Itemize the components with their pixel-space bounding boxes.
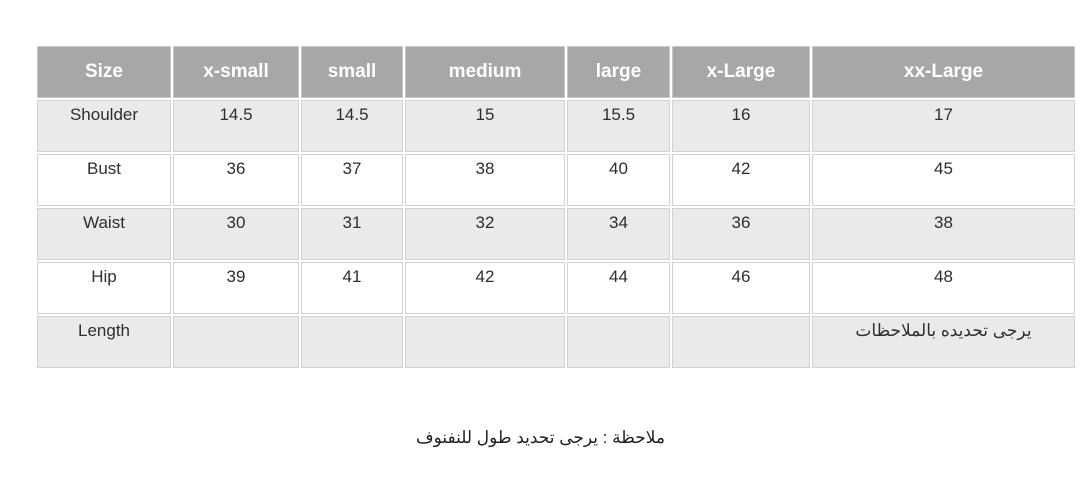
row-header-hip: Hip: [37, 262, 171, 314]
row-header-shoulder: Shoulder: [37, 100, 171, 152]
table-cell: 38: [812, 208, 1075, 260]
table-row-bust: Bust 36 37 38 40 42 45: [37, 154, 1075, 206]
table-cell: 34: [567, 208, 670, 260]
table-cell: 39: [173, 262, 299, 314]
table-cell: [301, 316, 403, 368]
table-row-hip: Hip 39 41 42 44 46 48: [37, 262, 1075, 314]
table-cell: 16: [672, 100, 810, 152]
table-cell: 42: [672, 154, 810, 206]
table-cell: [672, 316, 810, 368]
table-cell: 31: [301, 208, 403, 260]
table-cell: 32: [405, 208, 565, 260]
table-cell: 46: [672, 262, 810, 314]
table-row-length: Length يرجى تحديده بالملاحظات: [37, 316, 1075, 368]
row-header-bust: Bust: [37, 154, 171, 206]
table-cell: 17: [812, 100, 1075, 152]
table-cell: 40: [567, 154, 670, 206]
table-cell: 42: [405, 262, 565, 314]
row-header-length: Length: [37, 316, 171, 368]
note-text: ملاحظة : يرجى تحديد طول للنفنوف: [416, 428, 665, 447]
length-note-cell: يرجى تحديده بالملاحظات: [812, 316, 1075, 368]
table-cell: [405, 316, 565, 368]
row-header-waist: Waist: [37, 208, 171, 260]
column-header-x-small: x-small: [173, 46, 299, 98]
table-row-shoulder: Shoulder 14.5 14.5 15 15.5 16 17: [37, 100, 1075, 152]
table-cell: 48: [812, 262, 1075, 314]
table-cell: 38: [405, 154, 565, 206]
column-header-xx-large: xx-Large: [812, 46, 1075, 98]
column-header-x-large: x-Large: [672, 46, 810, 98]
table-cell: [173, 316, 299, 368]
table-cell: 14.5: [301, 100, 403, 152]
header-row: Size x-small small medium large x-Large …: [37, 46, 1075, 98]
column-header-medium: medium: [405, 46, 565, 98]
table-cell: 30: [173, 208, 299, 260]
table-cell: 45: [812, 154, 1075, 206]
table-cell: 14.5: [173, 100, 299, 152]
table-cell: 44: [567, 262, 670, 314]
column-header-large: large: [567, 46, 670, 98]
table-cell: 15.5: [567, 100, 670, 152]
table-cell: 36: [672, 208, 810, 260]
table-cell: 37: [301, 154, 403, 206]
table-cell: [567, 316, 670, 368]
column-header-small: small: [301, 46, 403, 98]
table-cell: 15: [405, 100, 565, 152]
size-chart-table: Size x-small small medium large x-Large …: [35, 44, 1077, 370]
table-cell: 41: [301, 262, 403, 314]
column-header-size: Size: [37, 46, 171, 98]
table-row-waist: Waist 30 31 32 34 36 38: [37, 208, 1075, 260]
table-cell: 36: [173, 154, 299, 206]
